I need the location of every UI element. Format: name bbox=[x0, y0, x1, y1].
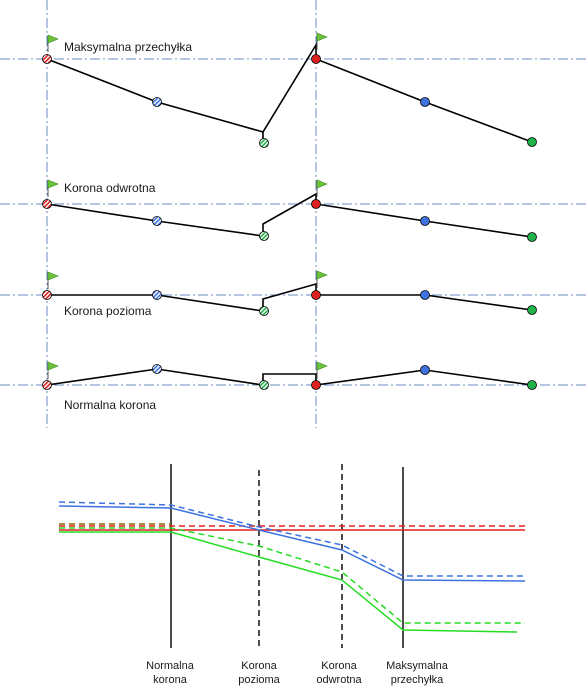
flag-icon bbox=[47, 271, 59, 289]
flag-icon bbox=[316, 361, 328, 379]
section-max-superelevation: Maksymalna przechyłka bbox=[42, 32, 537, 148]
left-edge-point bbox=[311, 54, 321, 64]
left-edge-point bbox=[311, 380, 321, 390]
centerline-point bbox=[420, 365, 430, 375]
flag-icon bbox=[47, 361, 59, 379]
centerline-point bbox=[152, 97, 162, 107]
station-label-reverse-crown-line2: odwrotna bbox=[316, 674, 362, 686]
right-edge-point bbox=[527, 137, 537, 147]
right-profile-line bbox=[262, 192, 533, 238]
centerline-design-line bbox=[58, 501, 525, 577]
right-edge-point bbox=[527, 232, 537, 242]
station-label-normal-crown-line2: korona bbox=[153, 674, 188, 686]
station-label-level-crown-line2: pozioma bbox=[238, 674, 280, 686]
left-edge-point bbox=[311, 199, 321, 209]
section-level-crown: Korona pozioma bbox=[42, 270, 537, 318]
label-level-crown: Korona pozioma bbox=[64, 304, 152, 318]
right-edge-point bbox=[527, 305, 537, 315]
left-edge-point bbox=[42, 199, 52, 209]
centerline-point bbox=[420, 97, 430, 107]
flag-icon bbox=[47, 179, 59, 197]
right-profile-line bbox=[262, 369, 533, 386]
right-edge-point bbox=[259, 138, 269, 148]
left-profile-line bbox=[46, 58, 264, 143]
station-label-normal-crown-line1: Normalna bbox=[146, 660, 195, 672]
right-edge-point bbox=[259, 306, 269, 316]
right-edge-point bbox=[527, 380, 537, 390]
label-max-superelevation: Maksymalna przechyłka bbox=[64, 40, 192, 54]
left-edge-point bbox=[42, 54, 52, 64]
right-edge-point bbox=[259, 231, 269, 241]
centerline-point bbox=[420, 290, 430, 300]
label-reverse-crown: Korona odwrotna bbox=[64, 181, 156, 195]
centerline-point bbox=[152, 364, 162, 374]
centerline-point bbox=[152, 290, 162, 300]
right-profile-line bbox=[262, 282, 533, 311]
centerline-point bbox=[420, 216, 430, 226]
label-normal-crown: Normalna korona bbox=[64, 398, 156, 412]
station-label-level-crown-line1: Korona bbox=[241, 660, 277, 672]
flag-icon bbox=[47, 34, 59, 52]
station-label-reverse-crown-line1: Korona bbox=[321, 660, 357, 672]
centerline-point bbox=[152, 216, 162, 226]
left-edge-point bbox=[42, 290, 52, 300]
right-edge-design-line bbox=[59, 527, 525, 624]
left-edge-point bbox=[311, 290, 321, 300]
flag-icon bbox=[316, 270, 328, 288]
section-reverse-crown: Korona odwrotna bbox=[42, 179, 537, 242]
section-normal-crown: Normalna korona bbox=[42, 361, 537, 412]
flag-icon bbox=[316, 179, 328, 197]
centerline-profile-line bbox=[58, 505, 526, 582]
right-edge-point bbox=[259, 380, 269, 390]
cross-section-panel: Maksymalna przechyłka Korona odwrotna bbox=[0, 0, 588, 428]
station-label-max-superelevation-line2: przechyłka bbox=[391, 674, 444, 686]
left-edge-point bbox=[42, 380, 52, 390]
transition-profile-chart: Normalna korona Korona pozioma Korona od… bbox=[58, 464, 526, 686]
flag-icon bbox=[316, 32, 328, 50]
right-edge-profile-line bbox=[59, 531, 518, 633]
station-label-max-superelevation-line1: Maksymalna bbox=[386, 660, 449, 672]
right-profile-line bbox=[262, 42, 533, 143]
